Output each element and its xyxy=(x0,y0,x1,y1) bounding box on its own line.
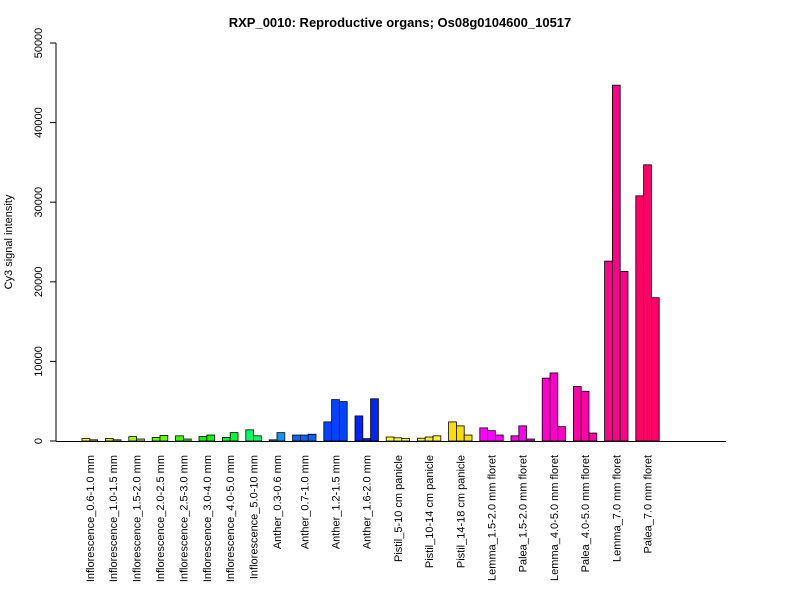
bar xyxy=(182,438,192,442)
y-tick-label: 40000 xyxy=(33,107,45,138)
bar xyxy=(89,439,99,442)
y-axis-label: Cy3 signal intensity xyxy=(3,194,15,289)
bar xyxy=(292,434,301,442)
bar xyxy=(549,372,559,442)
x-tick-label: Inflorescence_4.0-5.0 mm xyxy=(225,455,237,582)
bar xyxy=(206,434,216,442)
bar xyxy=(573,386,582,442)
bar xyxy=(229,432,239,442)
y-axis: 0 10000 20000 30000 40000 50000 xyxy=(33,28,57,444)
chart-title: RXP_0010: Reproductive organs; Os08g0104… xyxy=(229,15,572,30)
bar xyxy=(175,435,184,442)
bar xyxy=(221,437,231,442)
bar xyxy=(580,390,590,442)
x-axis-labels: Inflorescence_0.6-1.0 mm Inflorescence_1.… xyxy=(85,455,655,582)
bar xyxy=(112,439,122,442)
x-tick-label: Inflorescence_1.0-1.5 mm xyxy=(108,455,120,582)
bar xyxy=(557,426,566,442)
x-tick-label: Palea_7.0 mm floret xyxy=(643,455,655,553)
bar xyxy=(541,377,551,442)
x-tick-label: Lemma_4.0-5.0 mm floret xyxy=(549,455,561,581)
bar xyxy=(253,435,262,442)
x-tick-label: Inflorescence_2.0-2.5 mm xyxy=(155,455,167,582)
bar xyxy=(198,436,208,442)
bar xyxy=(338,401,348,442)
bar xyxy=(354,415,364,442)
bar xyxy=(276,432,286,442)
bar xyxy=(432,435,442,442)
bar xyxy=(245,429,255,442)
bar xyxy=(268,439,278,442)
bars xyxy=(81,84,660,442)
bar xyxy=(424,436,434,442)
bar xyxy=(331,399,340,442)
bar xyxy=(651,297,660,442)
x-tick-label: Pistil_5-10 cm panicle xyxy=(393,455,405,562)
bar xyxy=(81,438,91,442)
bar xyxy=(401,438,410,442)
y-tick-label: 50000 xyxy=(33,28,45,59)
bar xyxy=(643,164,652,442)
y-tick-label: 0 xyxy=(33,438,45,444)
bar xyxy=(479,427,488,442)
bar xyxy=(307,433,317,442)
x-tick-label: Palea_1.5-2.0 mm floret xyxy=(518,455,530,572)
y-tick-label: 20000 xyxy=(33,267,45,298)
x-tick-label: Lemma_1.5-2.0 mm floret xyxy=(487,455,499,581)
y-tick-label: 30000 xyxy=(33,187,45,218)
bar xyxy=(159,435,169,442)
x-tick-label: Inflorescence_0.6-1.0 mm xyxy=(85,455,97,582)
bar xyxy=(588,432,598,442)
bar xyxy=(487,430,496,442)
bar xyxy=(323,421,332,442)
bar xyxy=(494,434,504,442)
bar xyxy=(463,434,473,442)
bar xyxy=(526,438,535,442)
bar xyxy=(619,271,629,442)
x-tick-label: Lemma_7.0 mm floret xyxy=(611,455,623,562)
bar xyxy=(136,438,145,442)
bar xyxy=(612,84,621,442)
bar xyxy=(455,425,465,442)
x-tick-label: Inflorescence_3.0-4.0 mm xyxy=(202,455,214,582)
bar xyxy=(362,438,371,442)
bar xyxy=(604,260,613,442)
bar xyxy=(416,437,426,442)
x-tick-label: Anther_1.2-1.5 mm xyxy=(331,455,343,549)
bar xyxy=(128,436,138,442)
bar xyxy=(448,421,457,442)
x-tick-label: Inflorescence_5.0-10 mm xyxy=(249,455,261,579)
bar xyxy=(510,435,520,442)
x-tick-label: Anther_0.3-0.6 mm xyxy=(272,455,284,549)
bar xyxy=(151,437,161,442)
bar xyxy=(518,425,527,442)
x-tick-label: Anther_1.6-2.0 mm xyxy=(362,455,374,549)
x-tick-label: Inflorescence_2.5-3.0 mm xyxy=(178,455,190,582)
bar xyxy=(635,195,644,442)
bar xyxy=(393,437,403,442)
y-tick-label: 10000 xyxy=(33,346,45,377)
bar xyxy=(105,438,114,442)
x-tick-label: Pistil_10-14 cm panicle xyxy=(424,455,436,568)
bar xyxy=(385,436,395,442)
x-tick-label: Inflorescence_1.5-2.0 mm xyxy=(132,455,144,582)
x-tick-label: Palea_4.0-5.0 mm floret xyxy=(580,455,592,572)
bar xyxy=(299,434,309,442)
x-tick-label: Anther_0.7-1.0 mm xyxy=(299,455,311,549)
x-tick-label: Pistil_14-18 cm panicle xyxy=(455,455,467,568)
bar xyxy=(370,398,379,442)
